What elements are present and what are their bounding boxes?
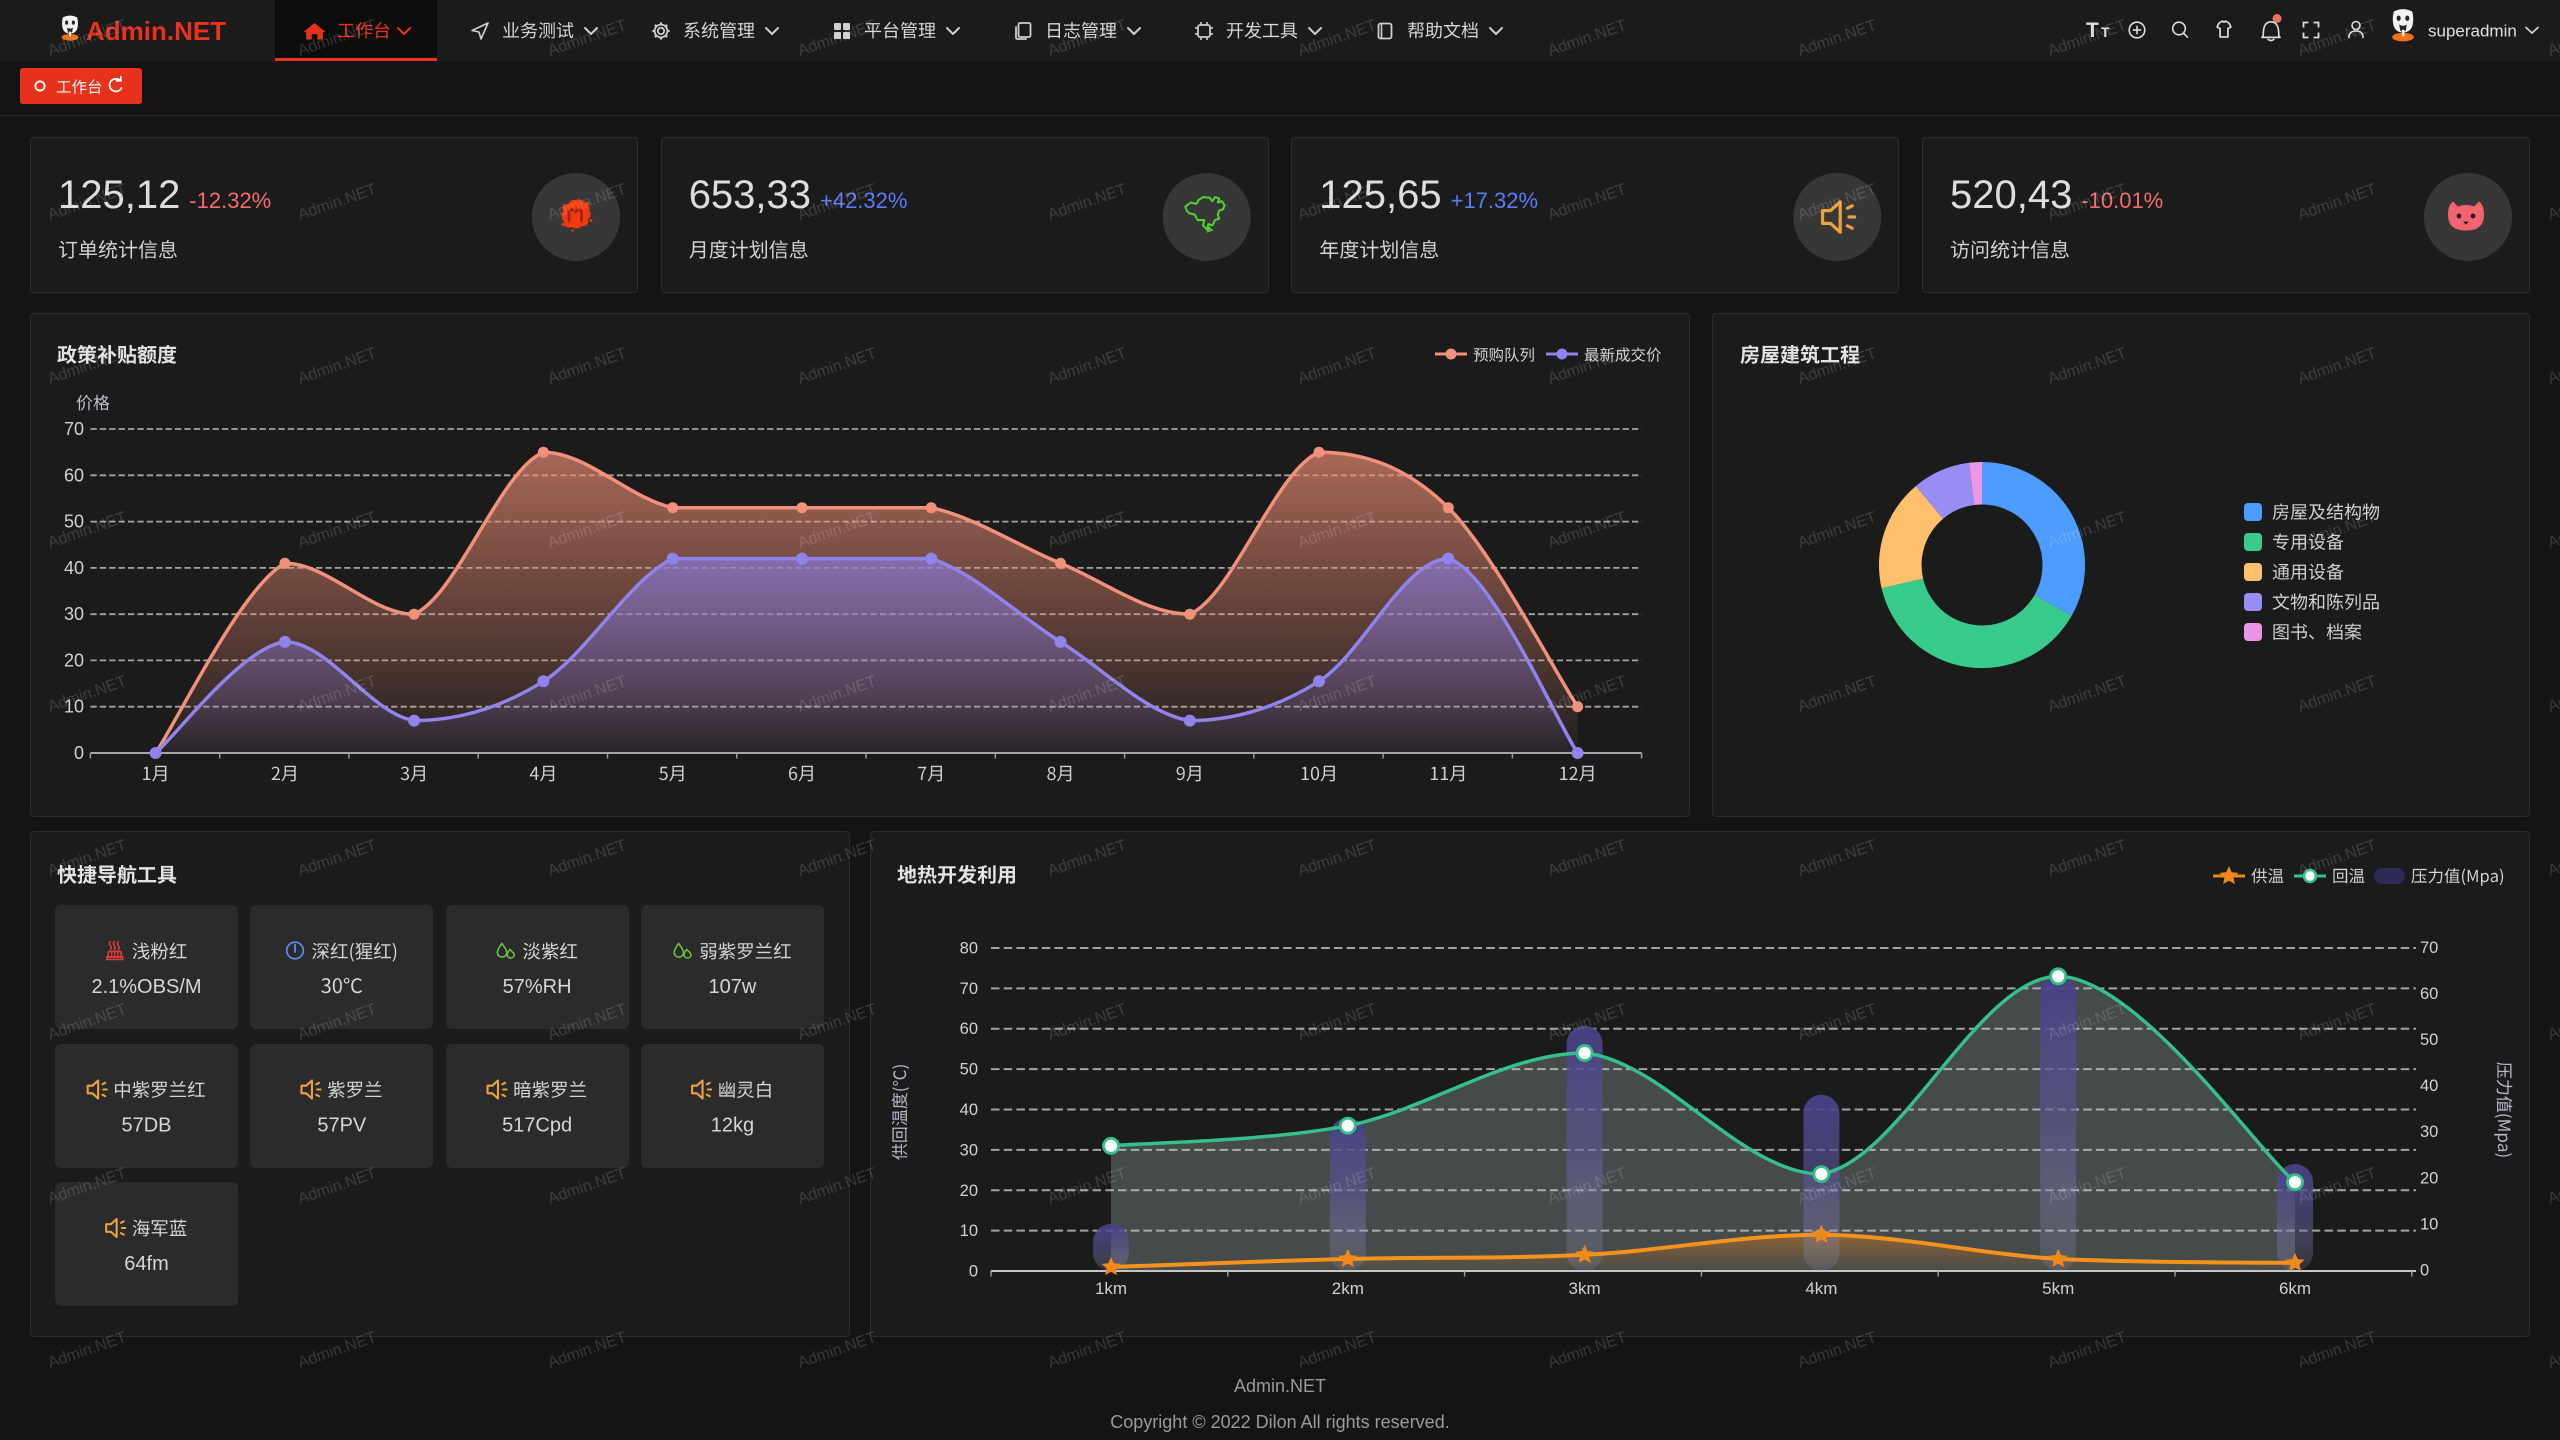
svg-text:57DB: 57DB — [121, 1115, 171, 1137]
svg-text:10: 10 — [960, 1222, 978, 1240]
svg-text:50: 50 — [960, 1061, 978, 1079]
svg-text:T: T — [2101, 24, 2110, 40]
svg-text:70: 70 — [64, 419, 84, 439]
svg-text:20: 20 — [2420, 1169, 2438, 1187]
svg-text:+17.32%: +17.32% — [1451, 188, 1538, 213]
svg-text:60: 60 — [64, 465, 84, 485]
svg-text:Copyright © 2022 Dilon All rig: Copyright © 2022 Dilon All rights reserv… — [1110, 1412, 1449, 1432]
svg-text:50: 50 — [2420, 1031, 2438, 1049]
svg-text:30: 30 — [64, 604, 84, 624]
svg-text:10: 10 — [64, 697, 84, 717]
svg-text:125,65: 125,65 — [1319, 173, 1441, 217]
svg-text:20: 20 — [64, 650, 84, 670]
svg-text:10: 10 — [2420, 1215, 2438, 1233]
svg-text:T: T — [2086, 19, 2099, 42]
svg-text:80: 80 — [960, 940, 978, 958]
svg-text:30: 30 — [2420, 1123, 2438, 1141]
svg-text:12kg: 12kg — [711, 1115, 754, 1137]
svg-text:-10.01%: -10.01% — [2081, 188, 2163, 213]
svg-text:superadmin: superadmin — [2428, 22, 2517, 41]
svg-text:517Cpd: 517Cpd — [502, 1115, 572, 1137]
svg-text:40: 40 — [2420, 1077, 2438, 1095]
svg-text:40: 40 — [64, 558, 84, 578]
svg-text:1km: 1km — [1095, 1279, 1127, 1298]
svg-text:5km: 5km — [2042, 1279, 2074, 1298]
svg-text:Admin.NET: Admin.NET — [1234, 1376, 1326, 1396]
svg-text:520,43: 520,43 — [1950, 173, 2072, 217]
svg-text:2km: 2km — [1332, 1279, 1364, 1298]
svg-text:4km: 4km — [1805, 1279, 1837, 1298]
svg-text:50: 50 — [64, 512, 84, 532]
svg-text:2.1%OBS/M: 2.1%OBS/M — [91, 976, 201, 998]
svg-text:-12.32%: -12.32% — [189, 188, 271, 213]
svg-text:60: 60 — [960, 1020, 978, 1038]
svg-text:60: 60 — [2420, 985, 2438, 1003]
svg-text:6km: 6km — [2279, 1279, 2311, 1298]
svg-text:Admin.NET: Admin.NET — [86, 16, 226, 46]
svg-text:57PV: 57PV — [317, 1115, 367, 1137]
svg-text:+42.32%: +42.32% — [820, 188, 907, 213]
svg-text:0: 0 — [969, 1263, 978, 1281]
svg-text:3km: 3km — [1569, 1279, 1601, 1298]
svg-text:125,12: 125,12 — [58, 173, 180, 217]
svg-text:0: 0 — [2420, 1262, 2429, 1280]
svg-text:0: 0 — [74, 743, 84, 763]
svg-text:64fm: 64fm — [124, 1253, 168, 1275]
svg-text:653,33: 653,33 — [689, 173, 811, 217]
svg-text:57%RH: 57%RH — [503, 976, 572, 998]
svg-text:20: 20 — [960, 1182, 978, 1200]
svg-text:40: 40 — [960, 1101, 978, 1119]
svg-text:107w: 107w — [708, 976, 756, 998]
svg-text:30: 30 — [960, 1141, 978, 1159]
svg-text:70: 70 — [960, 980, 978, 998]
svg-text:70: 70 — [2420, 939, 2438, 957]
